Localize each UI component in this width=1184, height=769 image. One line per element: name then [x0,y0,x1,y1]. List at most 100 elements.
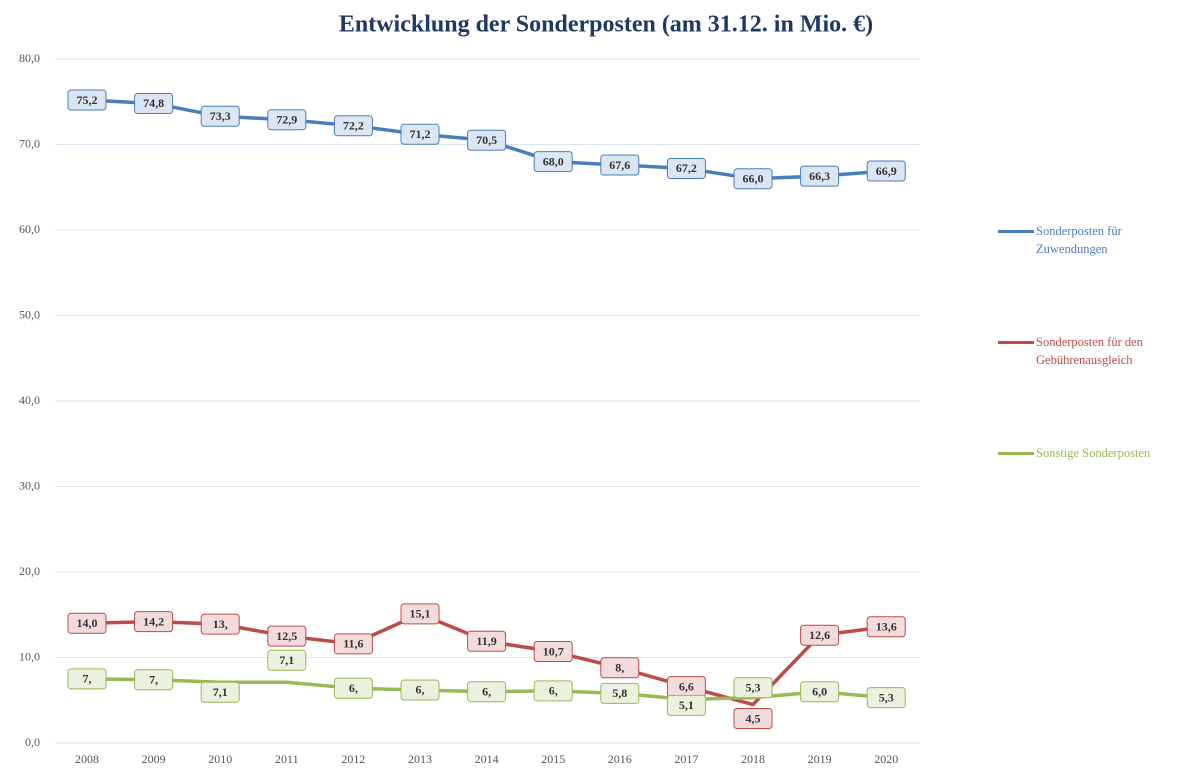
data-label-box [800,624,840,646]
x-tick-label: 2010 [208,752,232,766]
data-label: 6, [549,684,558,698]
x-tick-label: 2020 [874,752,898,766]
data-label: 66,3 [809,169,830,183]
data-label: 6, [482,684,491,698]
y-tick-label: 80,0 [19,51,40,65]
data-label: 7, [83,672,92,686]
data-label-box [533,680,573,702]
data-label: 5,1 [679,698,694,712]
data-label: 7,1 [279,653,294,667]
x-tick-label: 2011 [275,752,299,766]
x-tick-label: 2008 [75,752,99,766]
data-label: 5,3 [746,680,761,694]
data-label: 13, [213,617,228,631]
data-label: 6, [416,683,425,697]
data-label-box [200,613,240,635]
data-label-box [267,625,307,647]
data-label-box [333,115,373,137]
data-label-box [134,611,174,633]
data-label: 5,8 [612,686,627,700]
data-label-box [866,687,906,709]
data-label: 12,5 [276,629,297,643]
data-label: 6, [349,681,358,695]
data-label: 11,6 [343,637,363,651]
chart-title: Entwicklung der Sonderposten (am 31.12. … [339,12,873,38]
data-label-box [200,681,240,703]
data-label: 14,2 [143,614,164,628]
data-label: 66,0 [743,171,764,185]
data-label: 10,7 [543,644,564,658]
legend-swatch [998,230,1034,233]
data-label-box [533,151,573,173]
data-label: 66,9 [876,164,897,178]
data-label-box [67,668,107,690]
data-label-box [666,694,706,716]
data-label: 7, [149,672,158,686]
data-label: 7,1 [213,685,228,699]
data-label: 13,6 [876,619,897,633]
legend-item: Sonderposten für den Gebührenausgleich [998,333,1178,369]
data-label-box [533,641,573,663]
data-label-box [866,160,906,182]
y-tick-label: 30,0 [19,478,40,492]
data-label-box [400,603,440,625]
data-label-box [400,679,440,701]
data-label: 6,0 [812,684,827,698]
data-label: 14,0 [77,616,98,630]
data-label: 73,3 [210,109,231,123]
x-tick-label: 2014 [475,752,499,766]
y-tick-label: 0,0 [25,735,40,749]
data-label-box [733,677,773,699]
data-label-box [866,616,906,638]
data-label-box [467,681,507,703]
data-label-box [600,682,640,704]
data-label-box [800,681,840,703]
y-tick-label: 10,0 [19,649,40,663]
y-tick-label: 40,0 [19,393,40,407]
data-label-box [267,109,307,131]
data-label-box [600,657,640,679]
data-label: 72,9 [276,112,297,126]
data-label: 12,6 [809,628,830,642]
data-label-box [134,669,174,691]
data-label: 8, [615,661,624,675]
y-tick-label: 50,0 [19,307,40,321]
x-tick-label: 2016 [608,752,632,766]
legend-item: Sonstige Sonderposten [998,444,1178,462]
data-label-box [400,123,440,145]
data-label-box [467,630,507,652]
x-tick-label: 2019 [808,752,832,766]
data-label: 6,6 [679,679,694,693]
data-label: 11,9 [476,634,496,648]
legend-swatch [998,452,1034,455]
data-label-box [333,633,373,655]
x-tick-label: 2012 [341,752,365,766]
data-label-box [267,649,307,671]
data-label: 75,2 [77,93,98,107]
data-label: 67,6 [609,158,630,172]
x-tick-label: 2015 [541,752,565,766]
data-label: 15,1 [410,607,431,621]
x-tick-label: 2017 [674,752,698,766]
data-label: 74,8 [143,96,164,110]
x-tick-label: 2013 [408,752,432,766]
data-label: 68,0 [543,154,564,168]
data-label-box [800,165,840,187]
data-label-box [467,129,507,151]
data-label: 72,2 [343,118,364,132]
legend-label: Sonderposten für den Gebührenausgleich [1036,335,1143,367]
legend-item: Sonderposten für Zuwendungen [998,222,1178,258]
data-label: 5,3 [879,690,894,704]
x-tick-label: 2009 [142,752,166,766]
y-tick-label: 60,0 [19,222,40,236]
legend-swatch [998,341,1034,344]
data-label-box [733,708,773,730]
data-label-box [200,105,240,127]
data-label-box [600,154,640,176]
data-label: 71,2 [410,127,431,141]
data-label-box [666,157,706,179]
x-tick-label: 2018 [741,752,765,766]
y-tick-label: 70,0 [19,136,40,150]
data-label-box [333,677,373,699]
